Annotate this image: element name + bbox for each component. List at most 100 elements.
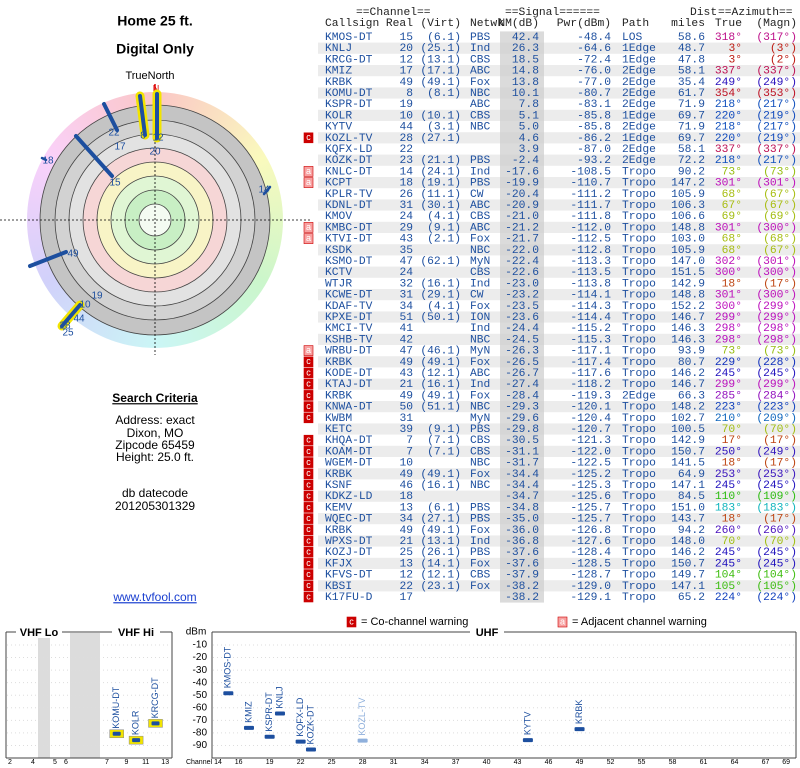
db-label: db datecode <box>122 486 188 500</box>
table-cell: 43 <box>399 368 413 380</box>
table-cell: Ind <box>470 536 490 548</box>
table-cell: KCPT <box>325 178 352 190</box>
warning-box <box>303 401 314 412</box>
table-cell: (3.1) <box>427 122 461 134</box>
table-cell: (245°) <box>756 368 797 380</box>
table-cell: 5.0 <box>519 122 540 134</box>
table-cell: (228°) <box>756 357 797 369</box>
table-cell: (13.1) <box>420 536 461 548</box>
group-header: ==Channel== <box>356 7 431 19</box>
band-label: UHF <box>476 627 499 639</box>
table-cell: 253° <box>715 469 742 481</box>
table-cell: -129.1 <box>570 592 611 604</box>
warning-symbol: c <box>306 468 311 478</box>
table-cell: 13 <box>399 502 413 514</box>
table-cell: (224°) <box>756 592 797 604</box>
table-cell: (183°) <box>756 502 797 514</box>
table-cell: NBC <box>470 458 491 470</box>
station-bar <box>522 738 533 743</box>
table-cell: (69°) <box>763 211 797 223</box>
table-cell: -112.8 <box>570 245 611 257</box>
table-cell: KOZK-DT <box>325 155 373 167</box>
table-cell: -2.4 <box>512 155 539 167</box>
table-cell: 147.1 <box>671 581 705 593</box>
station-bar <box>132 738 141 743</box>
table-cell: -31.7 <box>505 458 539 470</box>
table-cell: Tropo <box>622 312 656 324</box>
table-cell: -113.8 <box>570 278 611 290</box>
table-cell: 22 <box>399 581 413 593</box>
warning-symbol: a <box>306 222 311 232</box>
table-cell: 146.7 <box>671 312 705 324</box>
table-cell: 18° <box>722 278 742 290</box>
table-cell: 84.5 <box>678 491 705 503</box>
station-label: KSPR-DT <box>264 692 274 732</box>
table-cell: Tropo <box>622 245 656 257</box>
row-bg <box>318 87 800 99</box>
table-cell: 150.7 <box>671 446 705 458</box>
table-cell: 41 <box>399 323 413 335</box>
warning-symbol: c <box>306 446 311 456</box>
x-tick-label: 46 <box>545 759 553 766</box>
table-cell: 8 <box>406 88 413 100</box>
table-cell: -22.4 <box>505 256 539 268</box>
x-axis-label: Channel <box>186 759 213 766</box>
x-tick-label: 14 <box>214 759 222 766</box>
table-cell: -111.2 <box>570 189 611 201</box>
table-cell: KNLC-DT <box>325 166 373 178</box>
table-cell: 51 <box>399 312 413 324</box>
table-cell: 301° <box>715 290 742 302</box>
warning-symbol: a <box>306 345 311 355</box>
table-cell: 70° <box>722 424 742 436</box>
table-cell: (16.1) <box>420 379 461 391</box>
table-cell: -122.0 <box>570 446 611 458</box>
site-link[interactable]: www.tvfool.com <box>112 590 196 604</box>
table-cell: Tropo <box>622 458 656 470</box>
table-cell: 224° <box>715 592 742 604</box>
warning-symbol: c <box>306 479 311 489</box>
row-bg <box>318 65 800 77</box>
table-cell: 71.9 <box>678 122 705 134</box>
table-cell: -129.0 <box>570 581 611 593</box>
column-header: (Virt) <box>420 18 461 30</box>
table-cell: 152.2 <box>671 301 705 313</box>
station-table: ==Channel== ==Signal====== Dist ==Azimuth==… <box>303 7 800 604</box>
warning-symbol: c <box>306 580 311 590</box>
table-cell: 146.2 <box>671 368 705 380</box>
table-cell: PBS <box>470 32 491 44</box>
table-cell: (14.1) <box>420 558 461 570</box>
column-header: Netwk <box>470 18 504 30</box>
table-cell: 64.9 <box>678 469 705 481</box>
table-cell: Tropo <box>622 323 656 335</box>
table-cell: 12 <box>399 54 413 66</box>
table-cell: Tropo <box>622 480 656 492</box>
table-cell: (62.1) <box>420 256 461 268</box>
x-tick-label: 49 <box>576 759 584 766</box>
table-cell: 21 <box>399 536 413 548</box>
x-tick-label: 2 <box>8 759 12 766</box>
table-cell: 104° <box>715 570 742 582</box>
table-cell: -125.3 <box>570 480 611 492</box>
table-cell: Tropo <box>622 334 656 346</box>
table-cell: 10.1 <box>512 88 539 100</box>
table-cell: (337°) <box>756 66 797 78</box>
row-bg <box>318 557 800 569</box>
table-cell: PBS <box>470 155 491 167</box>
warning-box <box>303 233 314 244</box>
group-header: Dist <box>690 7 717 19</box>
x-tick-label: 37 <box>452 759 460 766</box>
table-cell: 4.6 <box>519 133 540 145</box>
table-cell: Fox <box>470 301 491 313</box>
polar-label: 14 <box>258 185 270 196</box>
table-cell: ABC <box>470 66 491 78</box>
table-cell: CW <box>470 290 484 302</box>
table-cell: (68°) <box>763 234 797 246</box>
table-cell: Tropo <box>622 267 656 279</box>
warning-box <box>303 390 314 401</box>
table-cell: KOZJ-DT <box>325 547 373 559</box>
table-cell: 49 <box>399 525 413 537</box>
table-cell: 2Edge <box>622 122 656 134</box>
table-cell: -26.5 <box>505 357 539 369</box>
table-cell: Tropo <box>622 570 656 582</box>
polar-labels: 8 12 22 17 20 15 18 14 49 19 10 44 28 25 <box>42 128 270 339</box>
